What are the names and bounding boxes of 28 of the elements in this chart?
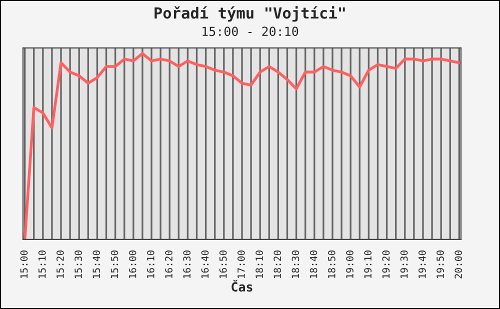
x-tick-label: 18:30 <box>292 250 300 278</box>
x-tick-label: 16:20 <box>165 250 172 278</box>
x-tick-label: 18:10 <box>256 250 263 278</box>
chart-title: Pořadí týmu "Vojtíci" <box>154 6 345 22</box>
x-tick-label: 19:20 <box>382 250 390 278</box>
x-tick-label: 18:50 <box>328 250 336 278</box>
x-tick-label: 18:20 <box>274 250 282 278</box>
x-tick-label: 16:50 <box>219 250 227 278</box>
x-tick-label: 16:10 <box>146 250 154 278</box>
x-tick-label: 16:30 <box>183 250 191 278</box>
x-tick-label: 15:30 <box>74 250 82 278</box>
chart-subtitle: 15:00 - 20:10 <box>202 26 298 36</box>
x-tick-label: 19:50 <box>436 250 444 278</box>
x-tick-label: 15:50 <box>110 250 118 278</box>
x-tick-label: 15:00 <box>20 250 28 278</box>
x-tick-label: 19:40 <box>418 250 426 278</box>
x-tick-label: 15:40 <box>92 250 100 278</box>
x-tick-label: 15:20 <box>56 250 64 278</box>
x-tick-label: 19:00 <box>346 250 354 278</box>
x-tick-label: 17:00 <box>237 250 245 278</box>
x-axis-title: Čas <box>232 280 252 292</box>
x-tick-label: 19:30 <box>400 250 408 278</box>
x-tick-label: 16:40 <box>201 250 209 278</box>
x-tick-label: 19:10 <box>364 250 372 278</box>
x-tick-label: 20:00 <box>454 250 462 278</box>
x-tick-label: 16:00 <box>128 250 136 278</box>
x-tick-label: 18:40 <box>310 250 318 278</box>
x-tick-label: 15:10 <box>38 250 46 278</box>
